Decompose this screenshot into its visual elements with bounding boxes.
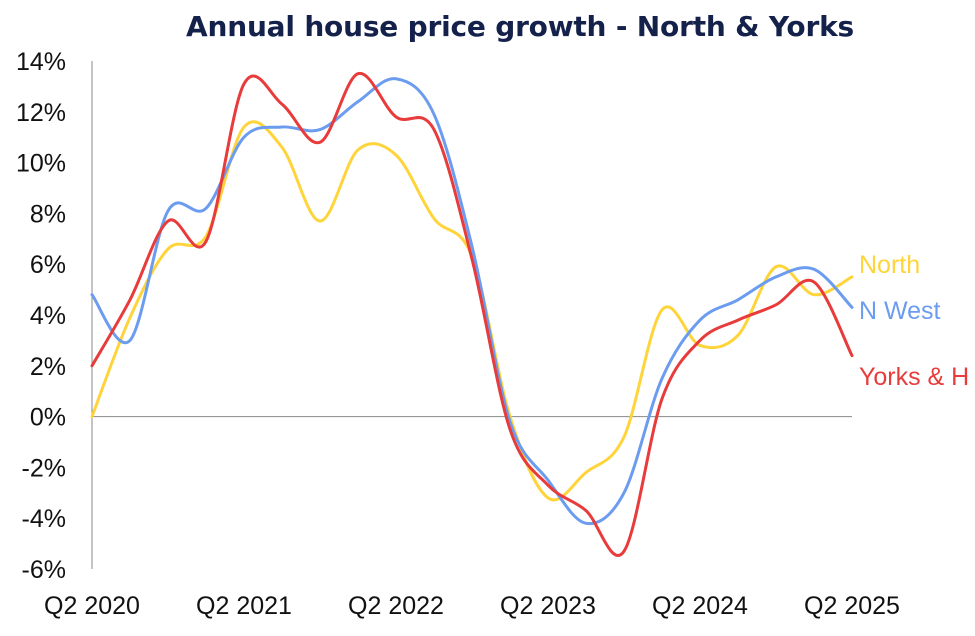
y-tick-label: -6% xyxy=(22,556,66,584)
y-tick-label: 12% xyxy=(16,99,66,127)
x-tick-label: Q2 2021 xyxy=(196,592,292,620)
series-line-n-west xyxy=(90,77,854,526)
y-tick-label: 4% xyxy=(30,302,66,330)
series-layer xyxy=(90,72,854,557)
chart-title: Annual house price growth - North & York… xyxy=(186,10,854,43)
y-tick-label: -4% xyxy=(22,505,66,533)
series-label-yorks-h: Yorks & H xyxy=(859,363,969,391)
x-tick-label: Q2 2022 xyxy=(348,592,444,620)
series-line-north xyxy=(90,120,854,502)
y-tick-label: 2% xyxy=(30,353,66,381)
x-tick-label: Q2 2020 xyxy=(44,592,140,620)
axes: 14% 12% 10% 8% 6% 4% 2% 0% -2% -4% -6% Q2 2020 Q2 20… xyxy=(16,48,900,620)
y-tick-label: -2% xyxy=(22,454,66,482)
y-tick-label: 6% xyxy=(30,251,66,279)
y-tick-label: 8% xyxy=(30,200,66,228)
series-labels: North N West Yorks & H xyxy=(859,251,969,391)
y-tick-label: 0% xyxy=(30,404,66,432)
x-tick-label: Q2 2023 xyxy=(500,592,596,620)
x-tick-label: Q2 2024 xyxy=(652,592,748,620)
series-label-north: North xyxy=(859,251,920,279)
series-label-n-west: N West xyxy=(859,297,941,325)
y-tick-label: 10% xyxy=(16,150,66,178)
x-tick-label: Q2 2025 xyxy=(804,592,900,620)
y-tick-label: 14% xyxy=(16,48,66,76)
series-line-yorks-h xyxy=(90,72,854,557)
